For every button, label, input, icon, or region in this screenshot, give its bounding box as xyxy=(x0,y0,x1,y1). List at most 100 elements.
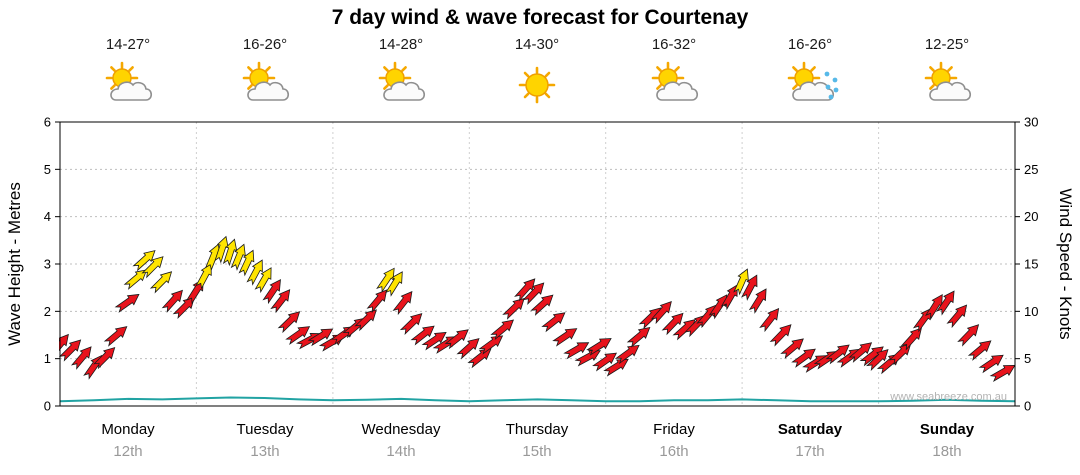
wind-arrow xyxy=(132,250,156,272)
day-date-label: 13th xyxy=(250,443,280,460)
temp-range-label: 14-30° xyxy=(514,36,560,53)
raindrop-icon xyxy=(833,87,839,93)
wind-arrow xyxy=(114,293,140,313)
weather-icon-sunny xyxy=(518,66,556,104)
wind-axis-tick-label: 15 xyxy=(1024,257,1038,272)
wind-arrow xyxy=(70,346,92,370)
wind-arrow xyxy=(574,350,601,367)
wind-axis-tick-label: 20 xyxy=(1024,209,1038,224)
wind-arrow xyxy=(456,338,480,360)
day-date-label: 15th xyxy=(522,443,552,460)
day-name-label: Friday xyxy=(653,421,695,438)
wave-axis-tick-label: 5 xyxy=(44,162,51,177)
wave-axis-tick-label: 1 xyxy=(44,351,51,366)
series-layer xyxy=(59,235,1016,403)
wave-axis-tick-label: 6 xyxy=(44,115,51,130)
wind-arrow xyxy=(230,243,246,271)
weather-icon-rain-showers xyxy=(787,61,839,101)
temp-range-label: 16-32° xyxy=(651,36,697,53)
day-name-label: Saturday xyxy=(777,421,843,438)
raindrop-icon xyxy=(832,77,838,83)
x-label-sunday: Sunday 18th xyxy=(877,420,1017,460)
day-date-label: 18th xyxy=(932,443,962,460)
day-summary-friday: 16-32° xyxy=(614,36,734,111)
x-label-wednesday: Wednesday 14th xyxy=(331,420,471,460)
cloud-icon xyxy=(247,81,290,101)
wind-arrow xyxy=(989,364,1016,382)
wind-arrow xyxy=(967,340,992,361)
day-summary-monday: 14-27° xyxy=(68,36,188,111)
wind-arrow xyxy=(141,256,164,279)
day-date-label: 14th xyxy=(386,443,416,460)
wind-arrow xyxy=(254,267,272,294)
wind-arrow xyxy=(222,238,238,267)
wind-arrow xyxy=(444,329,469,350)
wind-arrow xyxy=(586,338,612,356)
wind-arrow xyxy=(103,326,128,347)
day-name-label: Sunday xyxy=(919,421,975,438)
wind-arrow xyxy=(246,259,263,286)
wind-arrow xyxy=(262,279,281,305)
wind-arrow xyxy=(720,284,738,311)
wind-axis-tick-label: 10 xyxy=(1024,304,1038,319)
day-date-label: 17th xyxy=(795,443,825,460)
wind-arrow xyxy=(946,304,968,329)
wind-arrow xyxy=(626,327,651,348)
wind-arrow xyxy=(123,269,148,290)
wind-arrow xyxy=(848,342,873,363)
wind-arrow xyxy=(161,289,183,313)
weather-icon-partly-cloudy xyxy=(242,61,290,101)
wind-axis-tick-label: 30 xyxy=(1024,115,1038,130)
wave-height-line xyxy=(59,396,1016,403)
wind-arrow xyxy=(825,344,850,365)
watermark: www.seabreeze.com.au xyxy=(890,391,1007,403)
wind-arrow xyxy=(238,249,255,277)
sun-icon xyxy=(518,66,556,104)
wind-arrow xyxy=(59,333,69,358)
temp-range-label: 16-26° xyxy=(242,36,288,53)
x-label-saturday: Saturday 17th xyxy=(740,420,880,460)
temp-range-label: 16-26° xyxy=(787,36,833,53)
wind-arrow xyxy=(384,271,403,297)
wind-arrow xyxy=(759,308,780,333)
wind-arrow xyxy=(421,331,447,351)
wind-arrow xyxy=(467,348,492,369)
wind-arrow xyxy=(563,342,590,360)
wind-arrow xyxy=(541,312,566,333)
wind-arrow xyxy=(514,278,536,302)
weather-icon-partly-cloudy xyxy=(378,61,426,101)
raindrop-icon xyxy=(825,84,831,90)
wind-arrow xyxy=(888,343,912,366)
wind-arrow xyxy=(59,339,82,362)
wind-arrow xyxy=(957,324,980,347)
wind-arrow xyxy=(410,325,435,346)
day-name-label: Monday xyxy=(101,421,155,438)
wind-arrow xyxy=(195,263,212,290)
weather-icon-slot xyxy=(778,59,842,111)
day-summary-tuesday: 16-26° xyxy=(205,36,325,111)
wind-arrow xyxy=(552,328,578,347)
wind-arrow xyxy=(478,335,504,355)
wind-arrow xyxy=(392,291,413,316)
wind-arrow xyxy=(696,304,717,329)
wind-arrow xyxy=(615,344,640,365)
wind-arrow xyxy=(399,313,423,336)
day-summary-sunday: 12-25° xyxy=(887,36,1007,111)
weather-icon-slot xyxy=(915,59,979,111)
wind-arrow xyxy=(285,326,311,346)
wind-arrow xyxy=(522,282,545,305)
wind-arrow xyxy=(769,324,792,347)
wind-arrow xyxy=(708,294,728,320)
wind-arrow xyxy=(277,311,301,334)
wind-arrow xyxy=(307,328,334,347)
wind-arrow xyxy=(978,354,1004,374)
wind-arrow xyxy=(530,294,554,316)
wind-arrow xyxy=(185,278,204,305)
wind-arrow xyxy=(741,274,758,301)
wind-arrow xyxy=(791,348,816,368)
weather-icon-partly-cloudy xyxy=(105,61,153,101)
temp-range-label: 14-28° xyxy=(378,36,424,53)
wind-arrow xyxy=(900,327,922,351)
